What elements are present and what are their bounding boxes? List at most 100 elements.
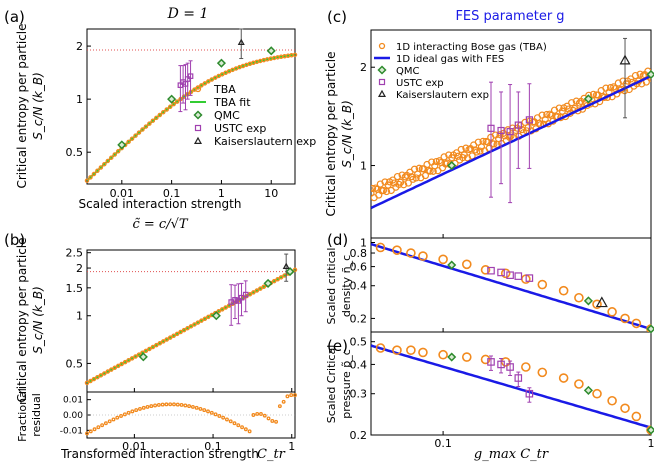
d-tba-point-7 — [500, 268, 511, 279]
r-residual-point-52 — [281, 399, 286, 404]
c-tba-point-47 — [440, 153, 448, 161]
d-tba-point-13 — [607, 307, 617, 317]
b-tba-point-50 — [258, 286, 263, 291]
b-tba-point-31 — [192, 322, 197, 327]
b-tba-point-34 — [202, 316, 208, 322]
r-residual-point-37 — [224, 417, 229, 422]
b-tba-point-17 — [143, 348, 149, 354]
ylabel-e-2: pressure p̃_c — [340, 349, 353, 419]
e-tba-point-12 — [592, 388, 602, 399]
c-ytick-label-0: 1 — [360, 160, 367, 173]
d-tba-point-3 — [418, 251, 428, 261]
legend-a-kais-marker — [193, 136, 203, 144]
a-tba-point-13 — [129, 136, 135, 141]
e-ustc-point-2 — [506, 363, 514, 371]
r-residual-point-23 — [172, 402, 176, 407]
b-tba-point-1 — [88, 378, 93, 384]
c-tba-point-143 — [589, 90, 598, 98]
e-curve-group — [371, 343, 651, 435]
r-residual-point-36 — [221, 415, 226, 420]
r-residual-point-38 — [228, 419, 233, 424]
r-residual-point-1 — [88, 429, 93, 434]
c-fes-line — [371, 74, 651, 210]
b-qmc-point-3 — [285, 267, 295, 277]
d-ytick-label-2: 0.6 — [350, 261, 368, 274]
legend-c-label-4: Kaiserslautern exp — [396, 90, 489, 101]
b-tba-point-14 — [133, 354, 138, 359]
b-tba-point-39 — [219, 307, 225, 312]
a-xtick-label-1: 0.1 — [163, 187, 181, 200]
d-ustc-point-2 — [506, 271, 514, 279]
d-tba-point-12 — [592, 299, 602, 310]
d-tba-point-14 — [620, 313, 630, 324]
legend-c-ustc-marker — [378, 78, 386, 86]
e-xtick-label-1: 1 — [648, 437, 654, 450]
e-qmc-point-1 — [583, 385, 593, 395]
a-tba-point-7 — [109, 155, 114, 160]
r-residual-point-21 — [164, 402, 169, 407]
ylabel-a-2: S_c/N (k_B) — [31, 72, 45, 140]
c-tba-point-68 — [473, 148, 481, 156]
a-tba-point-9 — [115, 149, 121, 154]
c-tba-point-154 — [606, 84, 615, 92]
e-tba-point-13 — [607, 395, 617, 406]
a-ustc-point-3 — [184, 76, 191, 82]
e-tba-point-1 — [392, 345, 402, 355]
e-ytick-label-3: 0.5 — [350, 336, 368, 349]
axes-b — [86, 249, 296, 393]
e-ustc-point-4 — [525, 389, 534, 398]
c-tba-point-115 — [546, 110, 554, 118]
legend-a-ustc-marker — [194, 124, 202, 132]
a-tba-point-8 — [112, 152, 117, 157]
b-tba-point-28 — [181, 327, 187, 333]
residual-label-2: residual — [30, 393, 43, 437]
ylabel-e-1: Scaled Critical — [325, 345, 338, 424]
b-tba-fit-line — [87, 268, 295, 384]
b-tba-point-51 — [261, 284, 267, 290]
b-ustc-point-2 — [235, 298, 242, 304]
c-tba-point-0 — [371, 189, 375, 197]
r-residual-point-31 — [202, 408, 207, 413]
r-residual-point-25 — [179, 402, 184, 407]
a-tba-point-36 — [209, 77, 215, 82]
r-residual-point-3 — [96, 425, 101, 430]
a-tba-point-39 — [219, 72, 225, 77]
ylabel-c-1: Critical entropy per particle — [324, 51, 338, 216]
c-ustc-point-4 — [525, 116, 533, 124]
b-ytick-label-1: 1 — [76, 310, 83, 323]
a-tba-point-42 — [230, 67, 235, 73]
r-residual-point-12 — [130, 409, 135, 414]
e-tba-point-11 — [574, 379, 584, 389]
r-residual-point-20 — [160, 402, 165, 407]
a-tba-point-43 — [233, 66, 239, 71]
ylabel-b-1: Critical entropy per particle — [15, 237, 29, 402]
a-tba-point-41 — [226, 68, 232, 74]
c-tba-point-3 — [372, 184, 380, 192]
xlabel-a: Scaled interaction strength — [79, 197, 242, 211]
b-tba-point-11 — [122, 359, 128, 365]
b-tba-point-26 — [174, 331, 180, 337]
panel-label-d: (d) — [327, 231, 348, 249]
a-qmc-point-1 — [167, 94, 177, 104]
r-residual-point-42 — [243, 427, 248, 432]
c-tba-point-70 — [476, 147, 484, 155]
r-residual-point-34 — [213, 412, 218, 417]
a-tba-point-15 — [136, 130, 142, 135]
a-ytick-label-2: 2 — [76, 40, 83, 53]
r-residual-point-50 — [274, 419, 279, 424]
a-tba-point-19 — [150, 118, 156, 123]
r-residual-point-19 — [156, 402, 161, 407]
b-qmc-point-0 — [138, 352, 148, 362]
a-tba-point-24 — [167, 104, 173, 110]
r-residual-point-16 — [145, 404, 150, 409]
r-xtick-label-1: 0.1 — [204, 440, 222, 453]
r-residual-point-10 — [122, 412, 127, 417]
d-tba-point-6 — [480, 265, 491, 275]
c-tba-point-35 — [421, 171, 430, 180]
d-tba-point-4 — [438, 254, 448, 265]
b-tba-point-48 — [251, 290, 256, 295]
r-residual-point-14 — [137, 406, 142, 411]
c-tba-point-65 — [468, 152, 476, 160]
b-tba-point-29 — [185, 325, 190, 331]
